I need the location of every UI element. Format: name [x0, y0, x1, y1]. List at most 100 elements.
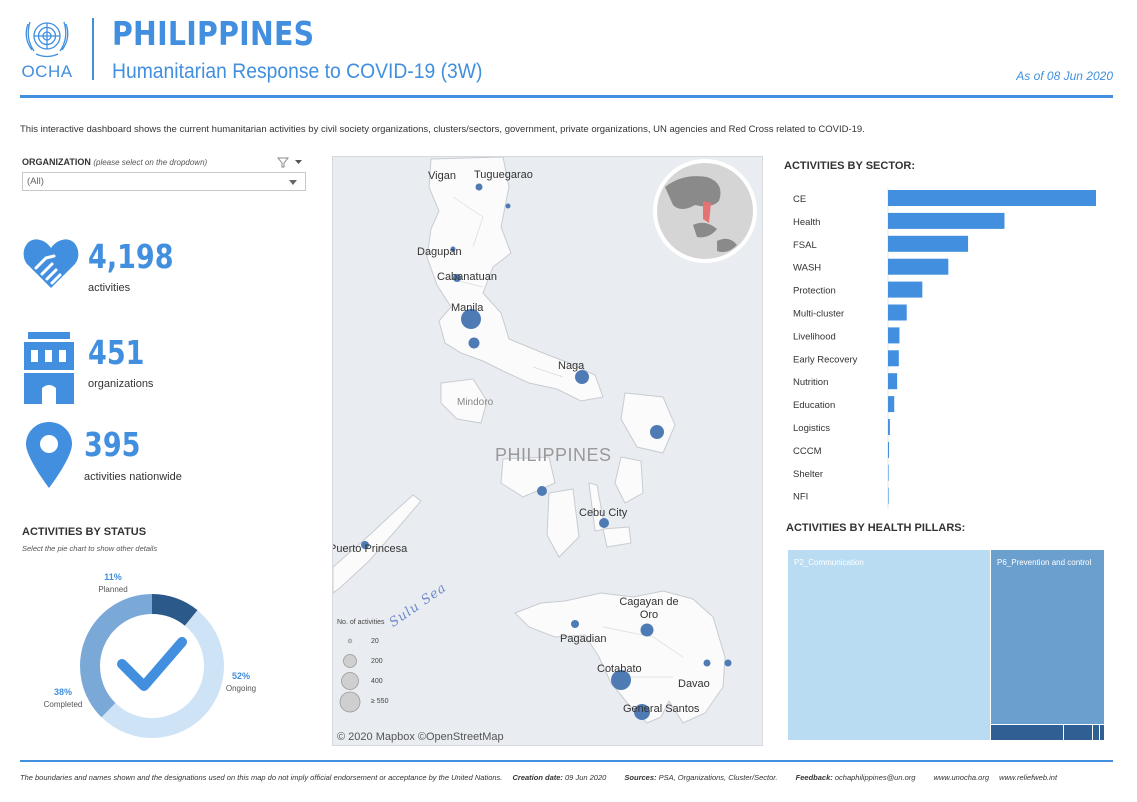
sector-bar[interactable]	[888, 350, 899, 367]
pillar-label: P6_Prevention and control	[997, 558, 1092, 567]
sector-bar[interactable]	[888, 373, 898, 390]
activity-bubble[interactable]	[650, 425, 664, 439]
sector-label: WASH	[793, 263, 821, 274]
activity-bubble[interactable]	[361, 541, 369, 549]
activity-bubble[interactable]	[468, 337, 480, 349]
city-label: Cotabato	[597, 663, 642, 675]
sector-bar[interactable]	[888, 441, 890, 458]
ocha-wordmark: OCHA	[21, 62, 73, 81]
kpi-organizations-label: organizations	[88, 378, 154, 390]
sector-label: CE	[793, 194, 806, 205]
activity-bubble[interactable]	[450, 246, 456, 252]
building-icon	[24, 332, 74, 404]
status-ongoing-pct: 52%	[231, 671, 250, 681]
intro-text: This interactive dashboard shows the cur…	[20, 124, 865, 135]
status-slice-planned[interactable]	[152, 594, 198, 626]
status-section-title: ACTIVITIES BY STATUS	[22, 526, 147, 538]
sector-bar[interactable]	[888, 464, 889, 481]
footer-feedback-email[interactable]: ochaphilippines@un.org	[834, 773, 916, 782]
sector-bar[interactable]	[888, 212, 1005, 229]
map-base	[333, 157, 757, 724]
status-completed-label: Completed	[43, 700, 83, 709]
health-pillars-title: ACTIVITIES BY HEALTH PILLARS:	[786, 522, 966, 534]
map-credit[interactable]: © 2020 Mapbox ©OpenStreetMap	[337, 731, 504, 743]
sector-label: Livelihood	[793, 331, 836, 342]
sector-bar[interactable]	[888, 304, 907, 321]
sector-label: Protection	[793, 286, 836, 297]
sector-bar[interactable]	[888, 419, 890, 435]
pillar-small-cell[interactable]	[1064, 725, 1092, 740]
organization-dropdown[interactable]: (All)	[22, 172, 306, 191]
city-label: Pagadian	[560, 633, 607, 645]
page-subtitle: Humanitarian Response to COVID-19 (3W)	[112, 60, 483, 83]
sector-bar[interactable]	[888, 281, 923, 298]
sector-bar-chart[interactable]: CE Health FSAL WASH Protection Multi-cluster L…	[784, 186, 1114, 510]
footer-sources: PSA, Organizations, Cluster/Sector.	[658, 773, 778, 782]
sector-bar[interactable]	[888, 235, 969, 252]
pillar-small-cell[interactable]	[1093, 725, 1099, 740]
city-label: General Santos	[623, 703, 700, 715]
sector-label: Health	[793, 217, 820, 228]
sector-bar[interactable]	[888, 487, 889, 504]
activity-bubble[interactable]	[475, 183, 483, 191]
activity-bubble[interactable]	[537, 486, 547, 496]
activity-bubble[interactable]	[640, 623, 654, 637]
kpi-activities-label: activities	[88, 282, 131, 294]
status-donut-chart[interactable]	[78, 592, 226, 740]
status-planned-pct: 11%	[104, 572, 122, 582]
status-ongoing-label: Ongoing	[225, 684, 257, 693]
activity-bubble[interactable]	[724, 659, 732, 667]
organization-filter-label: ORGANIZATION (please select on the dropd…	[22, 157, 208, 167]
pillar-communication-cell[interactable]: P2_Communication	[788, 550, 990, 740]
status-slice-ongoing[interactable]	[101, 610, 224, 738]
activity-bubble[interactable]	[599, 518, 609, 528]
activity-bubble[interactable]	[571, 620, 579, 628]
city-label: Cebu City	[579, 507, 628, 519]
map-legend-value: ≥ 550	[371, 698, 389, 705]
sector-bar[interactable]	[888, 258, 949, 275]
footer-link-unocha[interactable]: www.unocha.org	[933, 773, 989, 782]
sector-bar[interactable]	[888, 190, 1096, 206]
pillar-small-cell[interactable]	[1100, 725, 1104, 740]
status-slice-completed[interactable]	[80, 594, 152, 718]
sector-label: Nutrition	[793, 377, 828, 388]
footer: The boundaries and names shown and the d…	[20, 773, 1058, 782]
header-rule	[20, 95, 1113, 98]
activity-bubble[interactable]	[703, 659, 711, 667]
city-label: Naga	[558, 360, 585, 372]
city-label: Davao	[678, 678, 710, 690]
region-label: Mindoro	[457, 397, 494, 408]
sector-chart-title: ACTIVITIES BY SECTOR:	[784, 160, 916, 172]
city-label: Vigan	[428, 170, 456, 182]
city-label: Manila	[451, 302, 484, 314]
sector-bar[interactable]	[888, 327, 900, 344]
activity-bubble[interactable]	[634, 704, 650, 720]
organization-dropdown-value: (All)	[27, 176, 44, 187]
activity-bubble[interactable]	[575, 370, 589, 384]
sector-bar[interactable]	[888, 396, 895, 413]
map-legend-value: 20	[371, 638, 379, 645]
activity-bubble[interactable]	[611, 670, 631, 690]
page-title: PHILIPPINES	[112, 14, 315, 53]
city-label: Puerto Princesa	[332, 543, 408, 555]
sector-label: Early Recovery	[793, 354, 858, 365]
handshake-heart-icon	[23, 239, 79, 288]
footer-link-reliefweb[interactable]: www.reliefweb.int	[999, 773, 1058, 782]
checkmark-icon	[117, 637, 187, 691]
activity-bubble[interactable]	[505, 203, 511, 209]
as-of-date: As of 08 Jun 2020	[1016, 69, 1113, 83]
footer-creation-date: 09 Jun 2020	[565, 773, 607, 782]
pillar-small-cell[interactable]	[991, 725, 1063, 740]
activity-bubble[interactable]	[453, 274, 461, 282]
map-size-legend	[339, 638, 361, 713]
city-label: Cabanatuan	[437, 271, 497, 283]
city-label: Tuguegarao	[474, 169, 533, 181]
city-label: Cagayan de Oro	[619, 596, 679, 621]
activities-map[interactable]: Vigan Tuguegarao Dagupan Cabanatuan Mani…	[332, 156, 763, 746]
health-pillars-treemap[interactable]: P2_Communication P6_Prevention and contr…	[788, 550, 1104, 740]
map-legend-value: 400	[371, 678, 383, 685]
kpi-nationwide-value: 395	[84, 425, 141, 464]
filter-icon[interactable]	[276, 155, 305, 168]
activity-bubble[interactable]	[461, 309, 481, 329]
pillar-prevention-cell[interactable]: P6_Prevention and control	[991, 550, 1104, 724]
